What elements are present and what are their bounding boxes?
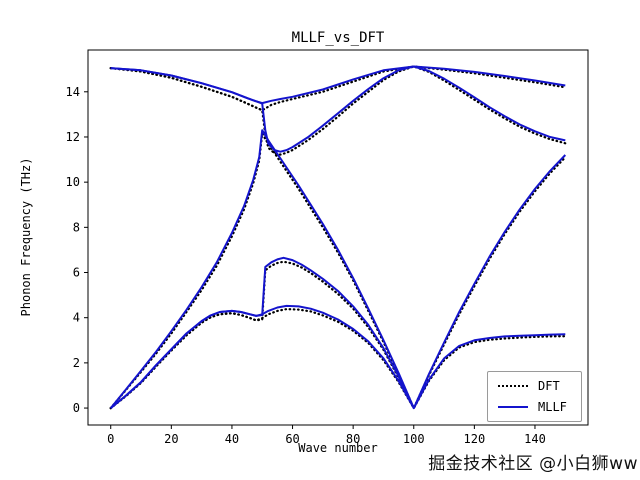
y-axis-label: Phonon Frequency (THz) bbox=[19, 157, 33, 317]
series-optical-1-mllf bbox=[110, 65, 566, 105]
y-tick-label: 0 bbox=[73, 401, 80, 415]
x-tick-label: 100 bbox=[403, 432, 425, 446]
chart-title: MLLF_vs_DFT bbox=[291, 30, 385, 46]
legend-label-mllf: MLLF bbox=[538, 400, 567, 414]
y-tick-label: 2 bbox=[73, 356, 80, 370]
legend-entry-mllf: MLLF bbox=[498, 401, 567, 413]
series-optical-1-dft bbox=[109, 65, 567, 112]
mllf-line-sample bbox=[498, 406, 528, 408]
series-acoustic-ta-lower-mllf bbox=[110, 304, 415, 409]
y-tick-label: 8 bbox=[73, 220, 80, 234]
legend-label-dft: DFT bbox=[538, 379, 560, 393]
series-acoustic-la-mllf bbox=[109, 129, 567, 410]
y-tick-label: 14 bbox=[66, 85, 80, 99]
dft-line-sample bbox=[498, 385, 528, 387]
series-optical-2-mllf bbox=[110, 65, 566, 153]
series-acoustic-la-dft bbox=[109, 132, 567, 410]
y-tick-label: 10 bbox=[66, 175, 80, 189]
series-optical-2-dft bbox=[109, 65, 567, 156]
legend: DFT MLLF bbox=[487, 371, 582, 422]
y-tick-label: 6 bbox=[73, 266, 80, 280]
x-tick-label: 80 bbox=[346, 432, 360, 446]
legend-entry-dft: DFT bbox=[498, 380, 567, 392]
x-tick-label: 0 bbox=[107, 432, 114, 446]
x-axis-label: Wave number bbox=[298, 441, 378, 455]
x-tick-label: 140 bbox=[524, 432, 546, 446]
x-tick-label: 20 bbox=[164, 432, 178, 446]
x-tick-label: 120 bbox=[464, 432, 486, 446]
axes-frame bbox=[87, 49, 589, 426]
x-tick-label: 40 bbox=[225, 432, 239, 446]
watermark-text: 掘金技术社区 @小白狮ww bbox=[428, 454, 638, 474]
y-tick-label: 12 bbox=[66, 130, 80, 144]
x-tick-label: 60 bbox=[285, 432, 299, 446]
y-tick-label: 4 bbox=[73, 311, 80, 325]
